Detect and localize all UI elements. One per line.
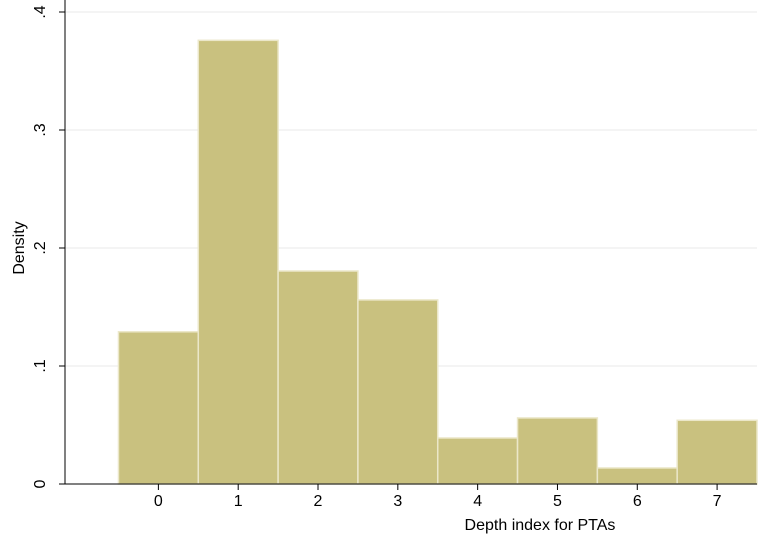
x-tick-label: 2 <box>314 493 323 510</box>
y-tick-label: .2 <box>32 241 49 254</box>
bar <box>676 419 758 485</box>
y-tick-label: .1 <box>32 359 49 372</box>
x-tick-label: 5 <box>553 493 562 510</box>
x-axis-title: Depth index for PTAs <box>465 517 616 534</box>
x-tick-label: 1 <box>234 493 243 510</box>
y-tick-label: .3 <box>32 123 49 136</box>
bar <box>596 467 678 485</box>
bar <box>436 437 519 485</box>
bar <box>516 417 599 485</box>
bar <box>197 39 279 485</box>
bar <box>277 270 359 485</box>
x-tick-label: 4 <box>473 493 482 510</box>
y-tick-label: 0 <box>32 479 49 488</box>
x-tick-label: 6 <box>633 493 642 510</box>
bar <box>117 331 200 485</box>
x-tick-label: 0 <box>154 493 163 510</box>
y-axis-title: Density <box>11 221 28 274</box>
y-tick-label: .4 <box>32 5 49 18</box>
x-tick-label: 3 <box>393 493 402 510</box>
x-tick-label: 7 <box>713 493 722 510</box>
bar <box>357 299 439 485</box>
